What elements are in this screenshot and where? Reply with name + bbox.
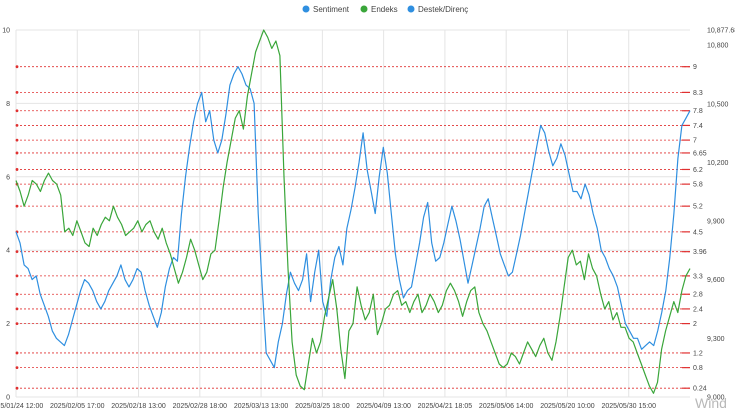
reference-label: 0.24	[693, 386, 707, 393]
reference-dot	[15, 90, 19, 94]
legend-destek-direnc-icon	[407, 5, 415, 13]
reference-dot	[15, 204, 19, 208]
reference-label: 2.8	[693, 292, 703, 299]
y-right-tick-label: 10,500	[707, 101, 729, 108]
axis-labels: 2025/01/24 12:00 2025/02/05 17:00 2025/02/…	[0, 28, 735, 411]
reference-label: 7.8	[693, 108, 703, 115]
x-tick-label: 2025/02/28 18:00	[173, 403, 228, 410]
x-tick-label: 2025/05/30 15:00	[601, 403, 656, 410]
reference-dot	[15, 386, 19, 390]
y-left-tick-label: 2	[6, 321, 10, 328]
reference-dot	[15, 274, 19, 278]
legend-endeks-label: Endeks	[371, 5, 398, 14]
series-line-endeks	[15, 29, 691, 394]
watermark-text: Wind	[695, 395, 727, 410]
y-left-tick-label: 8	[6, 101, 10, 108]
reference-dot	[15, 124, 19, 127]
series-line-sentiment	[15, 66, 691, 369]
reference-label: 2.4	[693, 306, 703, 313]
y-right-tick-label: 10,200	[707, 160, 729, 167]
reference-dot	[15, 307, 19, 311]
reference-dot	[15, 151, 19, 155]
legend[interactable]: Sentiment Endeks Destek/Direnç	[302, 5, 469, 14]
y-left-tick-label: 10	[2, 28, 10, 35]
x-tick-label: 2025/01/24 12:00	[0, 403, 43, 410]
x-tick-label: 2025/03/25 18:00	[295, 403, 350, 410]
legend-sentiment-icon	[302, 5, 310, 13]
reference-label: 9	[693, 64, 697, 71]
reference-label: 7.4	[693, 123, 703, 130]
reference-label: 6.65	[693, 150, 707, 157]
reference-label: 3.96	[693, 249, 707, 256]
reference-label: 5.8	[693, 182, 703, 189]
reference-dot	[15, 292, 19, 296]
reference-label: 3.3	[693, 273, 703, 280]
reference-dot	[15, 322, 19, 325]
reference-label: 1.2	[693, 350, 703, 357]
reference-label: 5.2	[693, 204, 703, 211]
reference-label: 2	[693, 321, 697, 328]
y-right-tick-label: 10,877.68	[707, 28, 735, 35]
y-right-tick-label: 10,800	[707, 43, 729, 50]
x-tick-label: 2025/04/09 13:00	[356, 403, 411, 410]
reference-label: 0.8	[693, 365, 703, 372]
x-tick-label: 2025/02/05 17:00	[50, 403, 105, 410]
y-right-tick-label: 9,900	[707, 219, 725, 226]
y-right-tick-label: 9,000	[707, 395, 725, 402]
legend-destek-direnc-label: Destek/Direnç	[418, 5, 468, 14]
reference-dot	[15, 138, 19, 142]
reference-dot	[15, 65, 19, 69]
reference-label: 4.5	[693, 229, 703, 236]
reference-lines: 9 8.3 7.8 7.4 7 6.65 6.2 5.8 5.2 4.5 3.96 3.3 2.8 2.4…	[15, 64, 707, 393]
x-tick-label: 2025/03/13 13:00	[234, 403, 289, 410]
legend-item-destek-direnc[interactable]: Destek/Direnç	[407, 5, 469, 14]
reference-dot	[15, 366, 19, 370]
reference-dot	[15, 109, 19, 113]
y-left-tick-label: 4	[6, 248, 10, 255]
y-right-tick-label: 9,600	[707, 277, 725, 284]
x-tick-label: 2025/05/06 14:00	[479, 403, 534, 410]
legend-item-endeks[interactable]: Endeks	[360, 5, 398, 14]
legend-sentiment-label: Sentiment	[313, 5, 350, 14]
series-layer	[15, 29, 691, 394]
reference-label: 8.3	[693, 90, 703, 97]
reference-dot	[15, 168, 19, 171]
legend-endeks-icon	[360, 5, 368, 13]
y-left-tick-label: 6	[6, 174, 10, 181]
x-tick-label: 2025/02/18 13:00	[111, 403, 166, 410]
legend-item-sentiment[interactable]: Sentiment	[302, 5, 350, 14]
reference-dot	[15, 250, 19, 254]
reference-dot	[15, 351, 19, 355]
y-right-tick-label: 9,300	[707, 336, 725, 343]
reference-label: 6.2	[693, 167, 703, 174]
grid-layer	[15, 29, 690, 398]
x-tick-label: 2025/05/20 10:00	[540, 403, 595, 410]
x-tick-label: 2025/04/21 18:05	[418, 403, 473, 410]
y-left-tick-label: 0	[6, 395, 10, 402]
reference-label: 7	[693, 138, 697, 145]
